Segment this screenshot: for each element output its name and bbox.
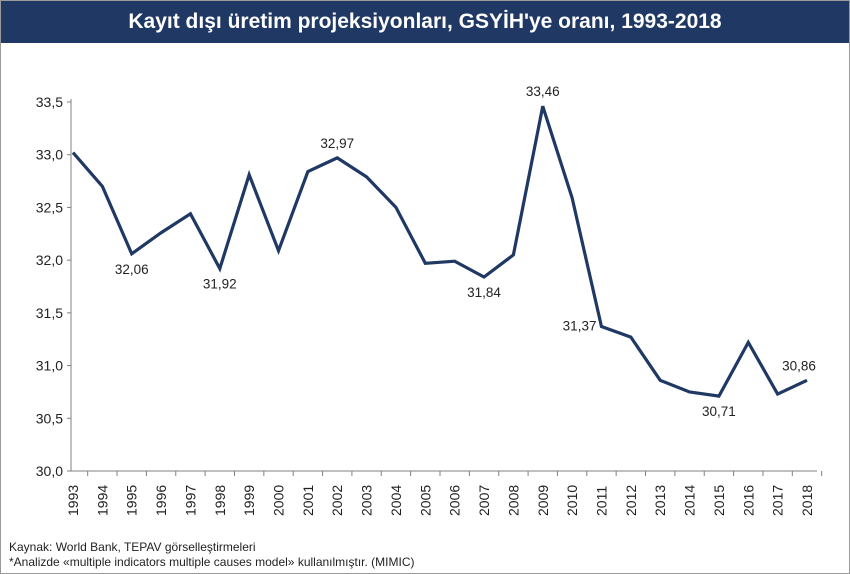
y-tick-label: 33,0 — [36, 147, 63, 163]
x-tick-label: 1998 — [212, 485, 228, 516]
x-tick-label: 1997 — [182, 485, 198, 516]
x-tick-label: 2000 — [271, 485, 287, 516]
y-tick-label: 31,0 — [36, 358, 63, 374]
data-label: 32,06 — [115, 262, 149, 277]
x-tick-label: 2015 — [711, 485, 727, 516]
y-tick-label: 30,0 — [36, 463, 63, 479]
x-tick-label: 2018 — [799, 485, 815, 516]
x-tick-label: 2001 — [300, 485, 316, 516]
y-tick-label: 33,5 — [36, 94, 63, 110]
x-tick-label: 2017 — [770, 485, 786, 516]
x-tick-label: 2005 — [417, 485, 433, 516]
x-tick-label: 2014 — [682, 485, 698, 516]
x-tick-label: 2012 — [623, 485, 639, 516]
data-label: 30,86 — [782, 358, 816, 373]
x-tick-label: 1994 — [94, 485, 110, 516]
x-tick-label: 1996 — [153, 485, 169, 516]
x-tick-label: 1993 — [65, 485, 81, 516]
data-label: 33,46 — [526, 84, 560, 99]
x-tick-label: 2008 — [505, 485, 521, 516]
y-tick-label: 32,0 — [36, 252, 63, 268]
data-label: 31,92 — [203, 277, 237, 292]
chart-title: Kayıt dışı üretim projeksiyonları, GSYİH… — [1, 1, 849, 43]
x-tick-label: 2009 — [535, 485, 551, 516]
x-tick-label: 2010 — [564, 485, 580, 516]
y-tick-label: 32,5 — [36, 199, 63, 215]
data-label: 30,71 — [702, 404, 736, 419]
source-note: Kaynak: World Bank, TEPAV görselleştirme… — [9, 540, 256, 554]
data-label: 31,84 — [467, 285, 501, 300]
data-label: 32,97 — [320, 136, 354, 151]
x-tick-label: 2011 — [593, 486, 609, 516]
x-tick-label: 1995 — [124, 485, 140, 516]
data-series-line — [71, 105, 808, 398]
y-tick-label: 30,5 — [36, 410, 63, 426]
x-tick-label: 2016 — [740, 485, 756, 516]
x-tick-label: 2007 — [476, 485, 492, 516]
y-tick-label: 31,5 — [36, 305, 63, 321]
x-tick-label: 2003 — [359, 485, 375, 516]
x-tick-label: 2002 — [329, 485, 345, 516]
x-tick-label: 2006 — [447, 485, 463, 516]
x-tick-label: 1999 — [241, 485, 257, 516]
x-tick-label: 2013 — [652, 485, 668, 516]
method-note: *Analizde «multiple indicators multiple … — [9, 555, 415, 569]
data-label: 31,37 — [563, 319, 597, 334]
x-tick-label: 2004 — [388, 485, 404, 516]
